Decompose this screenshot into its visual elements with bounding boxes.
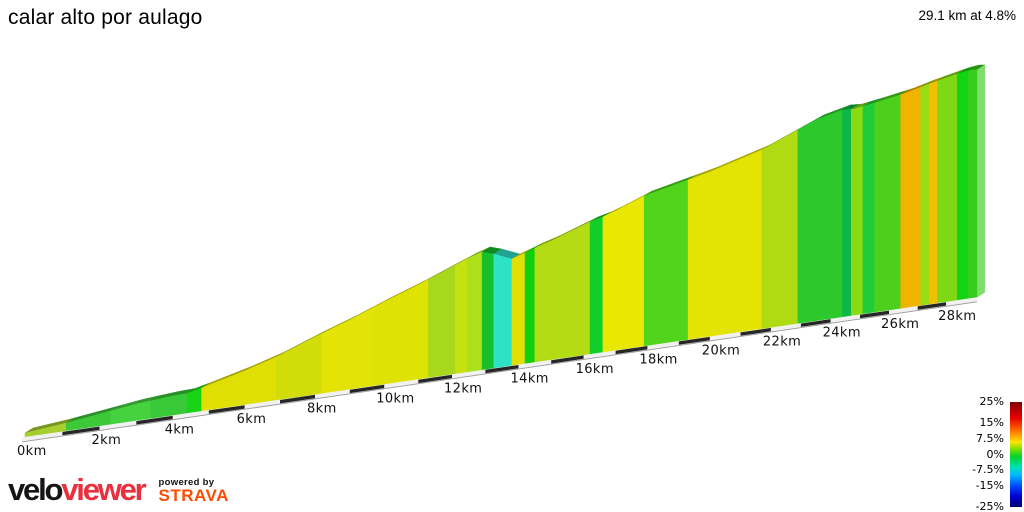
gradient-segment — [466, 251, 483, 373]
km-tick-label: 16km — [576, 362, 614, 377]
km-tick-label: 12km — [444, 381, 482, 396]
gradient-segment — [842, 109, 852, 318]
gradient-segment — [481, 251, 494, 371]
gradient-legend-colorbar — [1010, 402, 1022, 507]
gradient-segment — [957, 70, 969, 301]
km-tick-label: 22km — [763, 335, 801, 350]
km-tick-label: 20km — [702, 344, 740, 359]
km-tick-label: 0km — [17, 444, 47, 459]
axis-km-dash — [740, 327, 771, 336]
axis-km-dash — [349, 384, 385, 394]
gradient-segment — [455, 258, 468, 375]
summit-side-face — [976, 64, 986, 298]
gradient-segment — [276, 333, 323, 401]
legend-label: 7.5% — [976, 431, 1004, 445]
legend-label: 15% — [979, 416, 1004, 429]
axis-km-dash — [860, 310, 889, 319]
axis-km-dash — [917, 302, 947, 310]
axis-base-edge — [21, 301, 977, 443]
gradient-segment — [928, 80, 938, 305]
gradient-segment — [850, 106, 864, 316]
gradient-segment — [761, 129, 799, 330]
legend-label: 25% — [979, 395, 1004, 408]
km-tick-label: 18km — [639, 353, 677, 368]
veloviewer-logo-viewer: viewer — [61, 472, 147, 507]
km-tick-label: 4km — [165, 422, 195, 437]
powered-by-label: powered by — [158, 476, 215, 488]
axis-km-dash — [280, 394, 315, 404]
gradient-segment — [493, 253, 513, 369]
gradient-segment — [862, 102, 875, 315]
legend-label: -15% — [975, 479, 1004, 492]
gradient-segment — [602, 195, 645, 353]
axis-km-dash — [551, 355, 584, 364]
axis-km-dash — [800, 319, 831, 327]
strava-logo: STRAVA — [158, 486, 229, 505]
km-tick-label: 14km — [511, 372, 549, 387]
gradient-segment — [373, 279, 429, 387]
legend-label: -25% — [975, 500, 1004, 512]
axis-km-dash — [678, 336, 710, 345]
page-title: calar alto por aulago — [8, 6, 203, 29]
gradient-segment — [797, 109, 843, 324]
km-tick-label: 28km — [938, 309, 976, 324]
legend-label: 0% — [986, 447, 1004, 461]
footer-branding: veloviewer powered by STRAVA — [8, 474, 229, 505]
gradient-segment — [428, 264, 456, 379]
km-tick-label: 8km — [307, 401, 337, 416]
axis-km-dash — [62, 426, 100, 436]
axis-km-dash — [615, 346, 648, 355]
km-tick-label: 2km — [92, 433, 122, 448]
legend-label: -7.5% — [972, 463, 1004, 477]
gradient-segment — [643, 179, 689, 347]
axis-km-dash — [136, 415, 173, 425]
gradient-segment — [524, 247, 536, 364]
axis-km-dash — [485, 365, 519, 374]
climb-summary: 29.1 km at 4.8% — [918, 8, 1016, 23]
gradient-segment — [968, 69, 978, 299]
km-tick-label: 10km — [376, 391, 414, 406]
gradient-segment — [937, 73, 958, 304]
axis-km-dash — [418, 374, 452, 384]
gradient-segment — [874, 94, 901, 313]
gradient-segment — [687, 149, 763, 340]
km-tick-label: 26km — [881, 317, 919, 332]
gradient-segment — [920, 83, 930, 306]
gradient-segment — [589, 216, 604, 355]
km-tick-label: 24km — [823, 326, 861, 341]
gradient-segment — [511, 252, 526, 366]
gradient-segment — [900, 86, 921, 309]
veloviewer-logo[interactable]: veloviewer — [8, 472, 147, 507]
km-tick-label: 6km — [237, 412, 267, 427]
veloviewer-logo-velo: velo — [8, 472, 63, 507]
gradient-legend: 25% 15% 7.5% 0% -7.5% -15% -25% — [953, 395, 1024, 512]
strava-attribution[interactable]: powered by STRAVA — [158, 476, 229, 505]
axis-km-dash — [208, 405, 245, 414]
